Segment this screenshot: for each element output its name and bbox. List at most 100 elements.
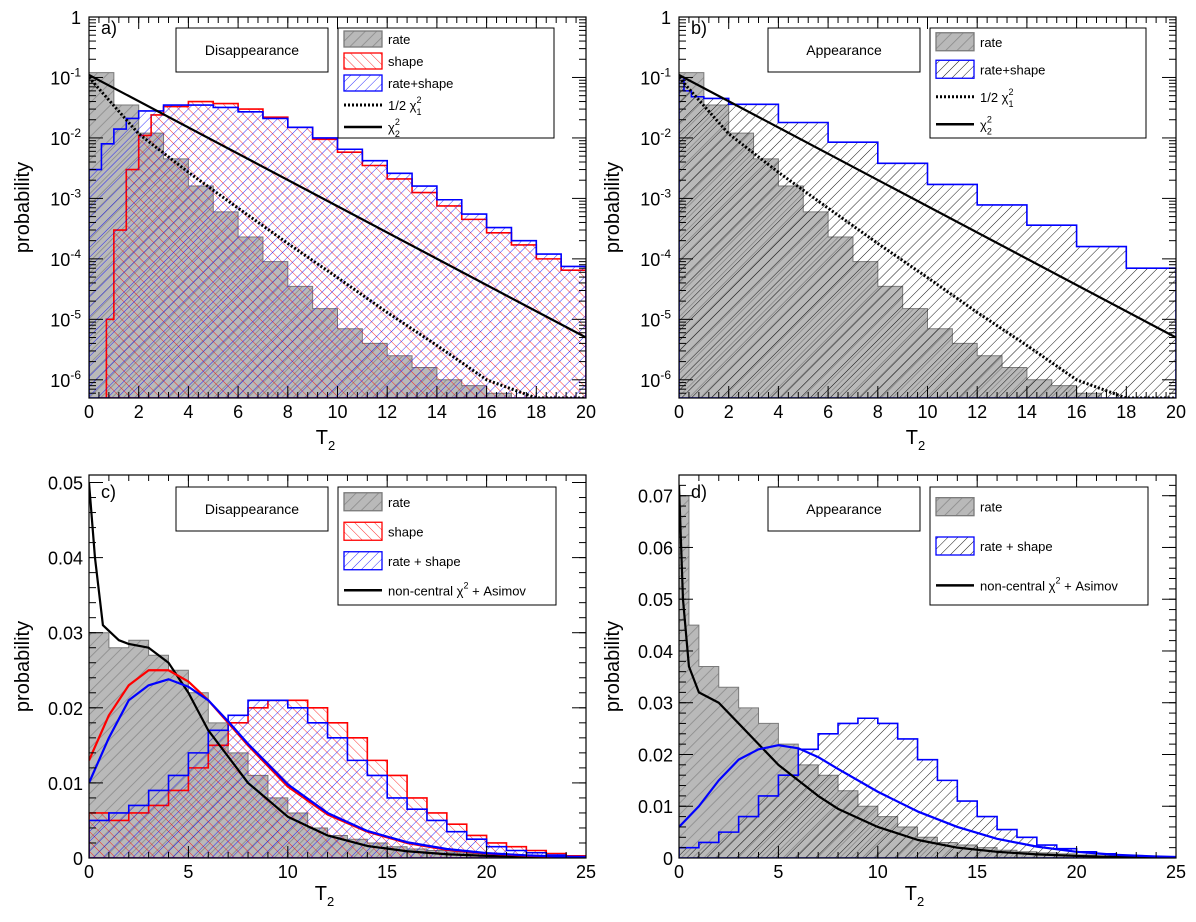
legend-label: χ2 2 xyxy=(980,114,992,136)
legend-label: 1/2 χ2 1 xyxy=(388,95,422,117)
title-box-label: Disappearance xyxy=(205,42,299,58)
y-tick-label: 0 xyxy=(73,849,83,869)
x-tick-label: 20 xyxy=(1166,402,1186,422)
y-tick-label: 0.03 xyxy=(48,624,83,644)
title-box xyxy=(175,486,329,532)
x-tick-label: 6 xyxy=(233,402,243,422)
x-tick-label: 25 xyxy=(576,862,596,882)
y-axis-label: probability xyxy=(602,621,624,712)
x-tick-label: 12 xyxy=(967,402,987,422)
y-tick-label: 10-6 xyxy=(640,368,671,391)
hist-rate-shape xyxy=(89,104,586,398)
x-tick-label: 15 xyxy=(377,862,397,882)
curve-non-central-chi2-asimov-rate-shape- xyxy=(89,678,586,858)
plot-frame xyxy=(88,474,587,859)
hist-rate-shape xyxy=(89,699,586,858)
title-box xyxy=(767,27,921,73)
title-box xyxy=(767,486,921,532)
legend-label: rate xyxy=(980,35,1002,50)
x-tick-label: 8 xyxy=(283,402,293,422)
curve-non-central-chi2-asimov-rate- xyxy=(89,482,586,858)
hist-rate-shape xyxy=(679,76,1176,398)
y-tick-label: 10-1 xyxy=(640,65,671,88)
x-tick-label: 16 xyxy=(1067,402,1087,422)
y-tick-label: 0.03 xyxy=(638,694,673,714)
panel-label: a) xyxy=(101,18,117,38)
y-tick-label: 0.05 xyxy=(638,590,673,610)
y-tick-label: 1 xyxy=(661,8,671,28)
legend-swatch xyxy=(343,492,383,512)
panel-c-disappearance-linear: 0 5 10 15 20 25 0 0.01 0.02 0.03 0.04 0.05 T2 probabi… xyxy=(12,474,596,909)
plot-area xyxy=(89,482,586,858)
y-tick-label: 10-1 xyxy=(50,65,81,88)
x-tick-label: 18 xyxy=(526,402,546,422)
legend-label: rate+shape xyxy=(980,62,1045,77)
x-tick-label: 0 xyxy=(674,862,684,882)
x-tick-label: 14 xyxy=(427,402,447,422)
title-box-label: Disappearance xyxy=(205,501,299,517)
y-tick-label: 10-4 xyxy=(50,247,81,270)
legend-label: rate + shape xyxy=(980,539,1053,554)
y-tick-label: 10-2 xyxy=(640,126,671,149)
legend-swatch xyxy=(935,32,975,52)
y-axis-label: probability xyxy=(12,162,34,253)
legend-swatch xyxy=(343,521,383,541)
x-tick-label: 12 xyxy=(377,402,397,422)
y-tick-label: 10-4 xyxy=(640,247,671,270)
x-tick-label: 10 xyxy=(868,862,888,882)
legend-label: shape xyxy=(388,54,423,69)
curve-non-central-chi2-asimov-rate-shape- xyxy=(679,744,1176,858)
y-tick-label: 10-6 xyxy=(50,368,81,391)
y-tick-label: 10-5 xyxy=(50,307,81,330)
plot-area xyxy=(89,72,586,398)
legend-label: rate+shape xyxy=(388,76,453,91)
panel-label: d) xyxy=(691,482,707,502)
legend-label: rate + shape xyxy=(388,554,461,569)
legend-label: rate xyxy=(980,500,1002,515)
x-tick-label: 20 xyxy=(477,862,497,882)
y-tick-label: 0.06 xyxy=(638,538,673,558)
x-tick-label: 10 xyxy=(327,402,347,422)
y-tick-label: 0.02 xyxy=(48,699,83,719)
y-tick-label: 10-3 xyxy=(640,186,671,209)
legend-swatch xyxy=(343,30,383,48)
x-axis-label: T2 xyxy=(905,883,924,909)
legend-swatch xyxy=(343,74,383,92)
curve-1-2-chi2-1 xyxy=(89,76,586,398)
y-tick-label: 0.05 xyxy=(48,474,83,494)
x-tick-label: 8 xyxy=(873,402,883,422)
y-axis-label: probability xyxy=(12,621,34,712)
y-axis-label: probability xyxy=(602,162,624,253)
x-tick-label: 0 xyxy=(84,402,94,422)
title-box-label: Appearance xyxy=(806,42,882,58)
x-tick-label: 18 xyxy=(1116,402,1136,422)
curve-non-central-chi2-asimov-rate- xyxy=(679,485,1176,858)
legend-label: non-central χ2 + Asimov xyxy=(388,580,526,598)
x-axis-label: T2 xyxy=(906,427,925,453)
legend-label: 1/2 χ2 1 xyxy=(980,87,1014,109)
x-tick-label: 0 xyxy=(674,402,684,422)
x-tick-label: 10 xyxy=(917,402,937,422)
y-tick-label: 10-3 xyxy=(50,186,81,209)
x-axis-label: T2 xyxy=(315,883,334,909)
panel-b-appearance-log: 0 2 4 6 8 10 12 14 16 18 20 10-6 10-5 10-4 10-3 10-2 10-… xyxy=(602,8,1186,453)
curve-chi2-2 xyxy=(89,73,586,339)
panel-label: c) xyxy=(101,482,116,502)
y-tick-label: 10-5 xyxy=(640,307,671,330)
x-tick-label: 20 xyxy=(1067,862,1087,882)
legend-swatch xyxy=(935,497,975,517)
x-tick-label: 14 xyxy=(1017,402,1037,422)
x-tick-label: 5 xyxy=(183,862,193,882)
panel-d-appearance-linear: 0 5 10 15 20 25 0 0.01 0.02 0.03 0.04 0.05 0.06 0.07 T… xyxy=(602,474,1186,909)
y-tick-label: 10-2 xyxy=(50,126,81,149)
y-tick-label: 0.04 xyxy=(638,642,673,662)
title-box xyxy=(175,27,329,73)
y-tick-label: 1 xyxy=(71,8,81,28)
y-tick-label: 0 xyxy=(663,849,673,869)
legend-swatch xyxy=(343,52,383,70)
x-tick-label: 5 xyxy=(773,862,783,882)
title-box-label: Appearance xyxy=(806,501,882,517)
legend-label: χ2 2 xyxy=(388,117,400,139)
x-tick-label: 4 xyxy=(183,402,193,422)
